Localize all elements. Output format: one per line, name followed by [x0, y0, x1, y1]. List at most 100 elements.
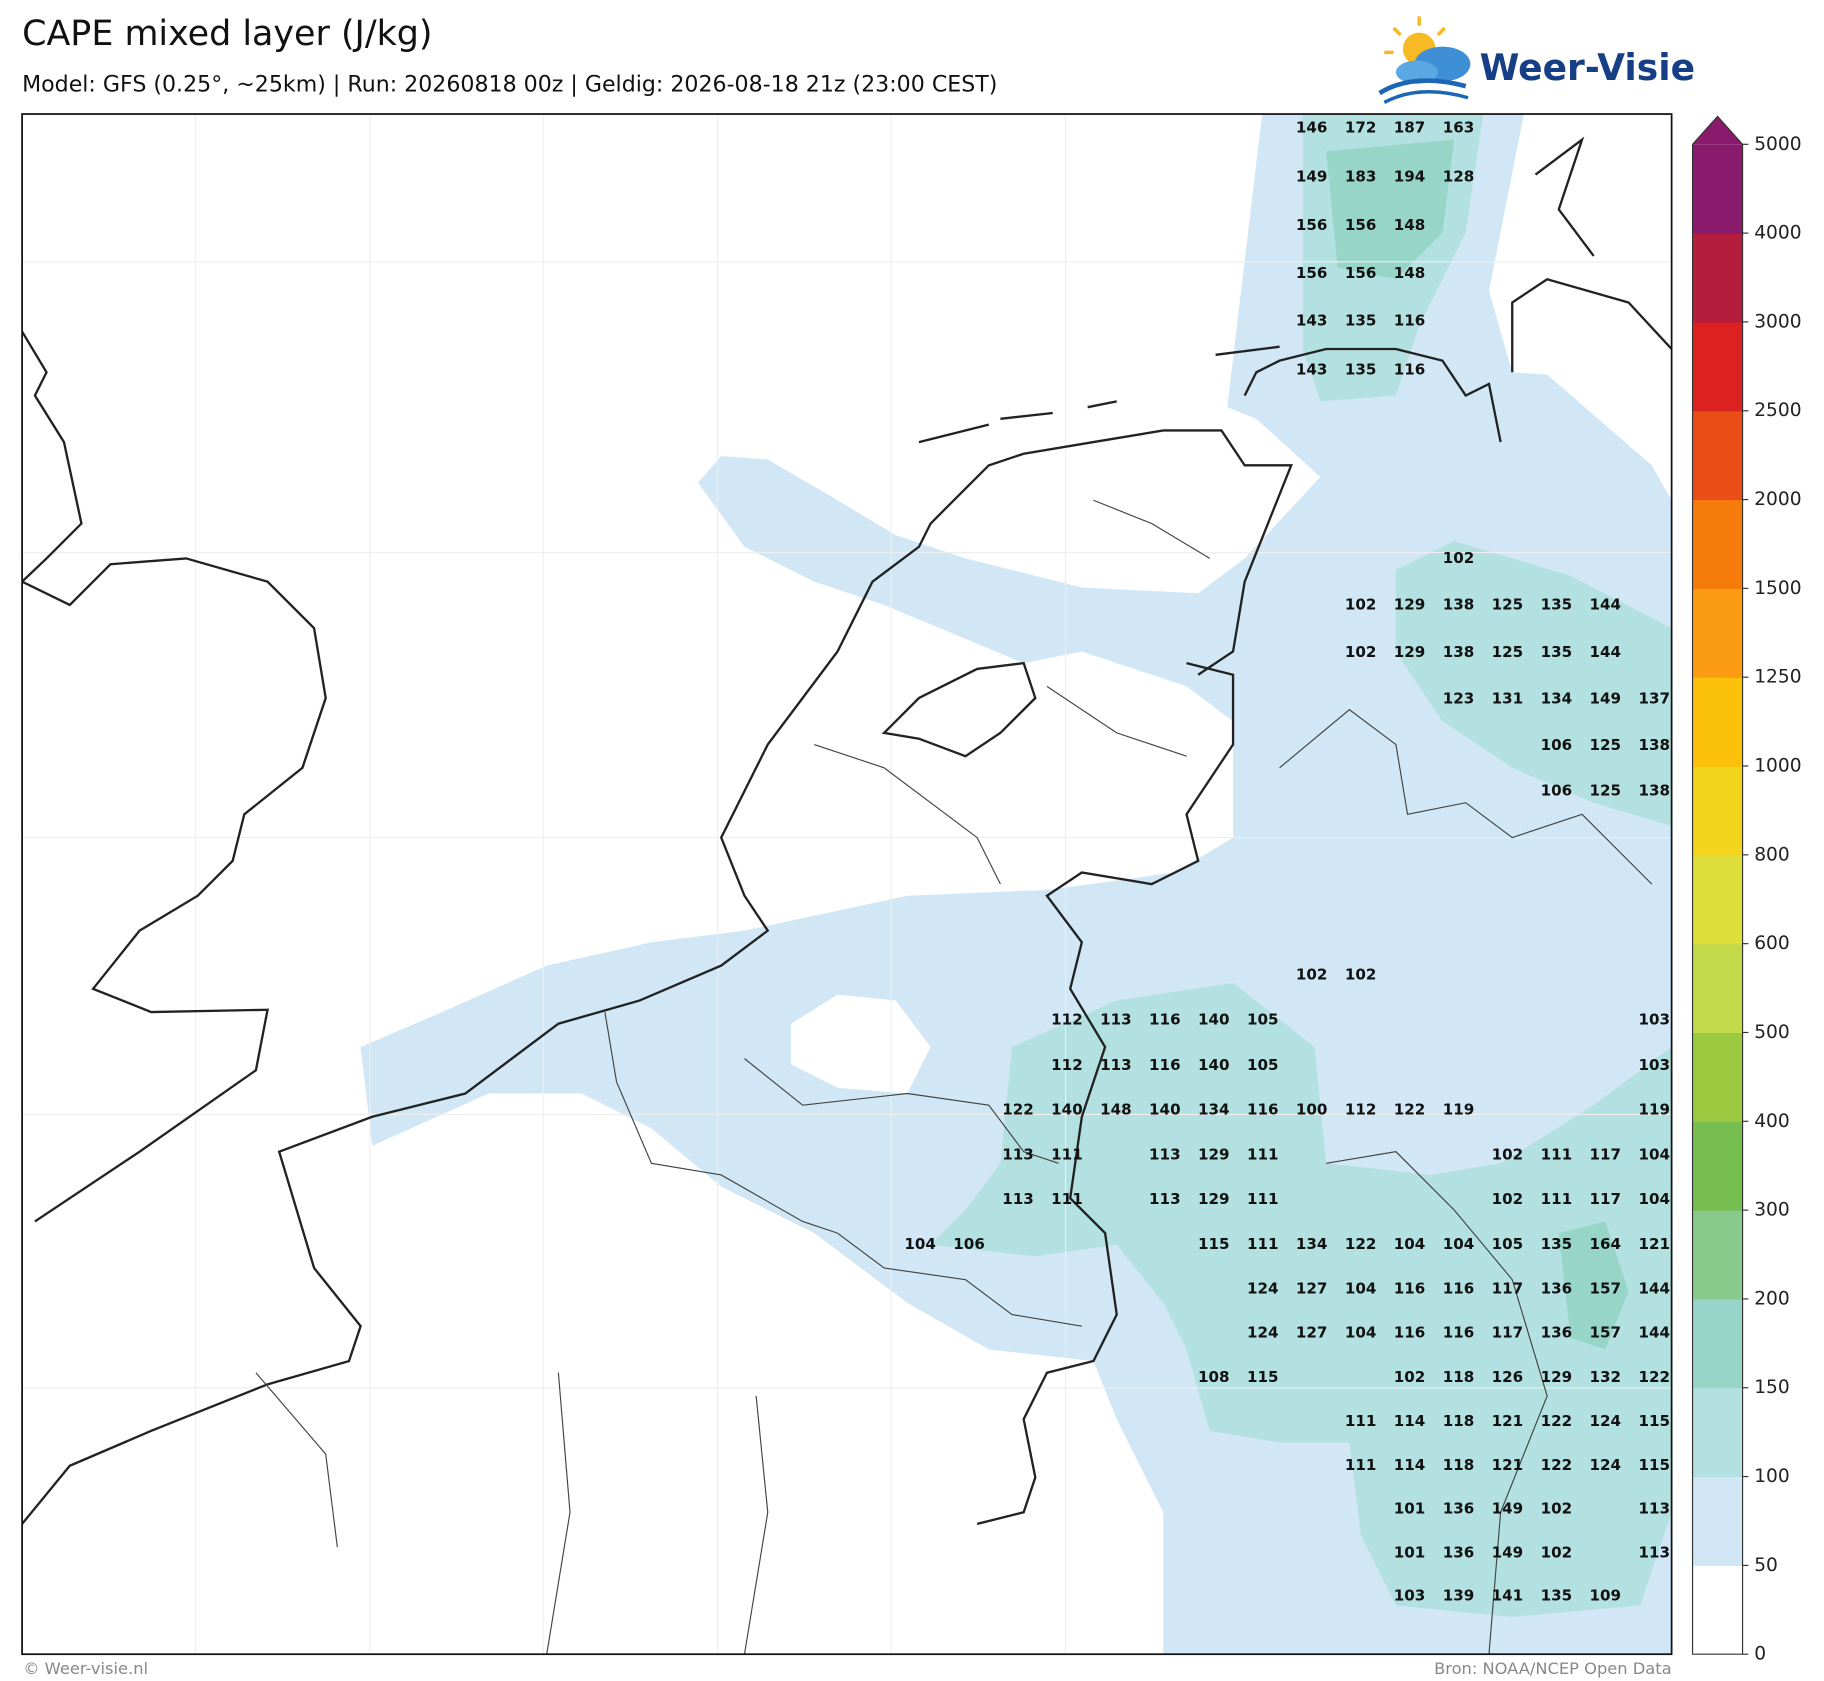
colorbar-band: [1692, 1121, 1743, 1211]
cape-value: 135: [1541, 1587, 1573, 1605]
colorbar-tick-label: 500: [1754, 1022, 1790, 1043]
cape-value: 115: [1638, 1456, 1670, 1474]
colorbar-band: [1692, 233, 1743, 323]
cape-value: 115: [1198, 1235, 1230, 1253]
cape-value: 136: [1443, 1544, 1475, 1562]
cape-value: 100: [1296, 1100, 1328, 1118]
cape-value: 144: [1590, 595, 1622, 613]
cape-value: 141: [1492, 1587, 1524, 1605]
cape-value: 122: [1541, 1412, 1573, 1430]
colorbar-tick-label: 1250: [1754, 667, 1801, 688]
coastline: [22, 136, 1672, 1526]
cape-value: 163: [1443, 119, 1475, 137]
cape-value: 149: [1492, 1499, 1524, 1517]
cape-value: 103: [1638, 1056, 1670, 1074]
cape-value: 149: [1296, 167, 1328, 185]
cape-value: 136: [1541, 1324, 1573, 1342]
cape-value: 123: [1443, 690, 1475, 708]
cape-value: 114: [1394, 1456, 1426, 1474]
colorbar-tick-label: 2000: [1754, 489, 1801, 510]
cape-value: 111: [1051, 1146, 1083, 1164]
logo: Weer-Visie: [1378, 16, 1695, 104]
cape-value: 116: [1394, 1279, 1426, 1297]
cape-value: 121: [1638, 1235, 1670, 1253]
cape-value: 122: [1345, 1235, 1377, 1253]
cape-value: 117: [1590, 1190, 1622, 1208]
cape-value: 183: [1345, 167, 1377, 185]
cape-value: 118: [1443, 1456, 1475, 1474]
cape-value: 135: [1541, 1235, 1573, 1253]
cape-value: 122: [1002, 1100, 1034, 1118]
colorbar-tick-label: 5000: [1754, 134, 1801, 155]
cape-value: 113: [1002, 1190, 1034, 1208]
cape-value: 105: [1247, 1011, 1279, 1029]
colorbar-tick-label: 150: [1754, 1377, 1790, 1398]
cape-value: 102: [1541, 1499, 1573, 1517]
cape-value: 149: [1590, 690, 1622, 708]
cape-value: 138: [1638, 736, 1670, 754]
colorbar-tick-label: 1500: [1754, 578, 1801, 599]
cape-value: 111: [1247, 1146, 1279, 1164]
cape-value: 106: [1541, 782, 1573, 800]
colorbar-tick-label: 600: [1754, 933, 1790, 954]
cape-value: 134: [1541, 690, 1573, 708]
cape-value: 136: [1443, 1499, 1475, 1517]
cape-value: 136: [1541, 1279, 1573, 1297]
colorbar-band: [1692, 1210, 1743, 1300]
cape-value: 111: [1345, 1456, 1377, 1474]
logo-icon: [1378, 16, 1471, 104]
cape-value: 117: [1590, 1146, 1622, 1164]
cape-value: 103: [1638, 1011, 1670, 1029]
cape-value: 156: [1345, 264, 1377, 282]
cape-value: 101: [1394, 1499, 1426, 1517]
cape-value: 143: [1296, 312, 1328, 330]
cape-value: 113: [1638, 1544, 1670, 1562]
cape-value: 144: [1638, 1279, 1670, 1297]
cape-value: 116: [1443, 1324, 1475, 1342]
cape-value: 149: [1492, 1544, 1524, 1562]
colorbar-frame: [1691, 115, 1744, 1655]
cape-value: 112: [1051, 1056, 1083, 1074]
colorbar-tick-label: 100: [1754, 1466, 1790, 1487]
colorbar-band: [1692, 321, 1743, 412]
cape-field-mid: [1395, 540, 1672, 826]
cape-value: 113: [1100, 1056, 1132, 1074]
colorbar-band: [1692, 499, 1743, 589]
cape-value: 118: [1443, 1412, 1475, 1430]
colorbar-tick-label: 50: [1754, 1555, 1778, 1576]
colorbar-tick-label: 300: [1754, 1200, 1790, 1221]
cape-value: 104: [904, 1235, 936, 1253]
colorbar-band: [1692, 1476, 1743, 1566]
cape-value: 106: [953, 1235, 985, 1253]
cape-value: 128: [1443, 167, 1475, 185]
cape-value: 140: [1149, 1100, 1181, 1118]
cape-value: 119: [1443, 1100, 1475, 1118]
cape-value: 103: [1394, 1587, 1426, 1605]
cape-value: 140: [1198, 1056, 1230, 1074]
colorbar-band: [1692, 144, 1743, 234]
cape-value: 116: [1149, 1056, 1181, 1074]
colorbar-extend: [1692, 116, 1743, 145]
cape-value: 127: [1296, 1324, 1328, 1342]
cape-value: 102: [1443, 549, 1475, 567]
cape-value: 116: [1149, 1011, 1181, 1029]
cape-value: 126: [1492, 1368, 1524, 1386]
colorbar-band: [1692, 943, 1743, 1034]
cape-value: 113: [1100, 1011, 1132, 1029]
cape-value: 129: [1198, 1146, 1230, 1164]
colorbar-band: [1692, 1565, 1743, 1655]
cape-value: 111: [1541, 1146, 1573, 1164]
colorbar-band: [1692, 1032, 1743, 1122]
cape-value: 112: [1051, 1011, 1083, 1029]
cape-value: 125: [1590, 736, 1622, 754]
cape-value: 113: [1638, 1499, 1670, 1517]
title: CAPE mixed layer (J/kg): [22, 14, 432, 54]
cape-value: 115: [1247, 1368, 1279, 1386]
cape-value: 101: [1394, 1544, 1426, 1562]
cape-value: 102: [1394, 1368, 1426, 1386]
colorbar-tick-label: 800: [1754, 844, 1790, 865]
colorbar-band: [1692, 677, 1743, 767]
cape-value: 102: [1541, 1544, 1573, 1562]
cape-value: 111: [1247, 1190, 1279, 1208]
cape-value: 137: [1638, 690, 1670, 708]
